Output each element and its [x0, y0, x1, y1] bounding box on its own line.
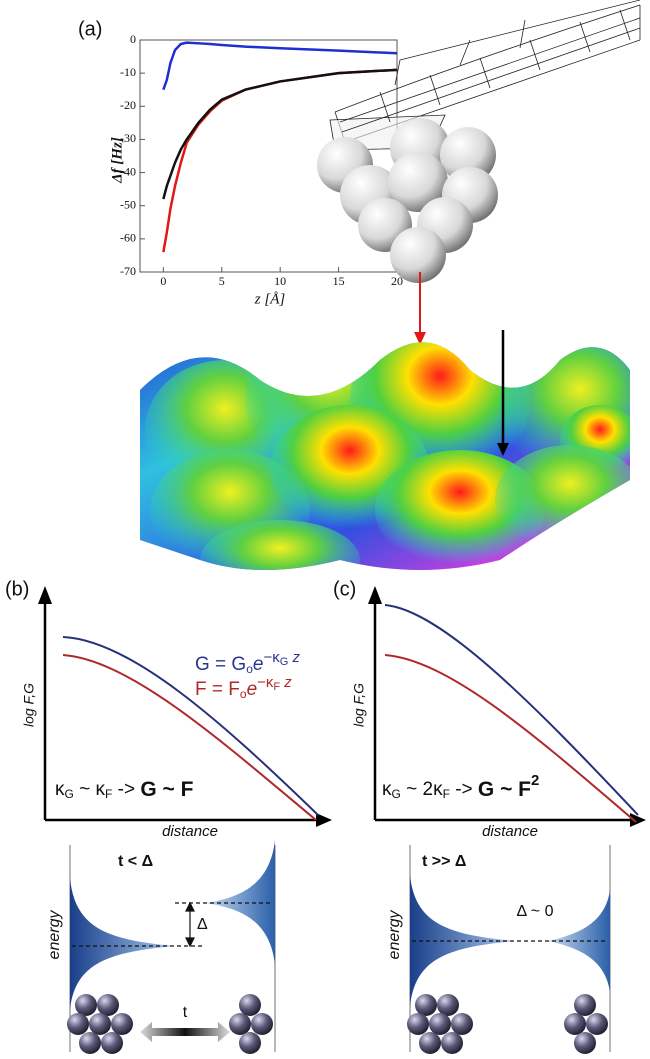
atom — [441, 1032, 463, 1054]
condition: t >> Δ — [422, 853, 466, 870]
y-tick-label: -70 — [120, 264, 136, 278]
x-tick-label: 5 — [219, 274, 225, 288]
state-right — [548, 890, 610, 992]
surface — [140, 342, 630, 570]
relation: κG ~ κF -> G ~ F — [55, 778, 194, 802]
x-tick-label: 15 — [333, 274, 345, 288]
atom — [229, 1013, 251, 1035]
atom — [67, 1013, 89, 1035]
line — [162, 41, 398, 91]
axes — [38, 586, 332, 827]
x-tick-label: 20 — [391, 274, 403, 288]
y-tick-label: -30 — [120, 131, 136, 145]
atom — [239, 1032, 261, 1054]
hopping-arrow — [140, 1022, 230, 1042]
y-tick-label: 0 — [130, 32, 136, 46]
x-tick-label: 0 — [160, 274, 166, 288]
atom — [564, 1013, 586, 1035]
relation: κG ~ 2κF -> G ~ F2 — [382, 772, 539, 801]
atom — [586, 1013, 608, 1035]
state-left — [70, 878, 175, 1010]
atom — [429, 1013, 451, 1035]
atom — [89, 1013, 111, 1035]
levels — [72, 902, 273, 947]
line — [162, 68, 398, 200]
x-axis-label: distance — [482, 823, 538, 840]
plot-area: 0 -10 -20 -30 -40 -50 -60 -70 0 5 10 15 20 — [120, 32, 403, 288]
panel-label: (c) — [333, 578, 356, 600]
atom — [574, 994, 596, 1016]
gap-label: Δ — [197, 916, 208, 933]
equation-g: G = Goe−κG z — [195, 649, 300, 676]
y-axis-label: log F,G — [21, 683, 37, 727]
arrow-head — [414, 332, 426, 345]
y-tick-label: -20 — [120, 98, 136, 112]
y-tick-label: -60 — [120, 231, 136, 245]
y-axis-label: log F,G — [351, 683, 367, 727]
x-axis-label: z [Å] — [254, 291, 286, 307]
atom — [111, 1013, 133, 1035]
atom — [251, 1013, 273, 1035]
y-axis-label: Δf [Hz] — [109, 137, 125, 184]
atom — [97, 994, 119, 1016]
atom — [415, 994, 437, 1016]
axes — [368, 586, 646, 827]
atom — [101, 1032, 123, 1054]
atom — [75, 994, 97, 1016]
curve-g — [62, 636, 319, 816]
atoms — [407, 994, 608, 1054]
x-axis-label: distance — [162, 823, 218, 840]
arrow-head — [497, 443, 509, 456]
condition: t < Δ — [118, 853, 153, 870]
atom — [407, 1013, 429, 1035]
x-tick-label: 10 — [274, 274, 286, 288]
atom — [451, 1013, 473, 1035]
gap-arrow — [185, 901, 195, 948]
panel-label: (a) — [78, 18, 102, 40]
axis-label: energy — [386, 910, 403, 960]
atom — [239, 994, 261, 1016]
tip-atoms — [317, 118, 498, 283]
curve-g — [384, 604, 639, 816]
atom — [79, 1032, 101, 1054]
curve-f — [62, 654, 317, 821]
atom — [437, 994, 459, 1016]
atom — [419, 1032, 441, 1054]
equation-f: F = Foe−κF z — [195, 674, 292, 701]
gap-label: Δ ~ 0 — [517, 903, 554, 920]
y-tick-label: -50 — [120, 197, 136, 211]
y-tick-label: -10 — [120, 65, 136, 79]
y-tick-label: -40 — [120, 164, 136, 178]
atoms — [67, 994, 273, 1054]
panel-label: (b) — [5, 578, 29, 600]
axis-label: energy — [46, 910, 63, 960]
cantilever — [329, 0, 641, 151]
atom — [574, 1032, 596, 1054]
hopping-label: t — [183, 1004, 188, 1021]
curve-f — [384, 654, 637, 823]
